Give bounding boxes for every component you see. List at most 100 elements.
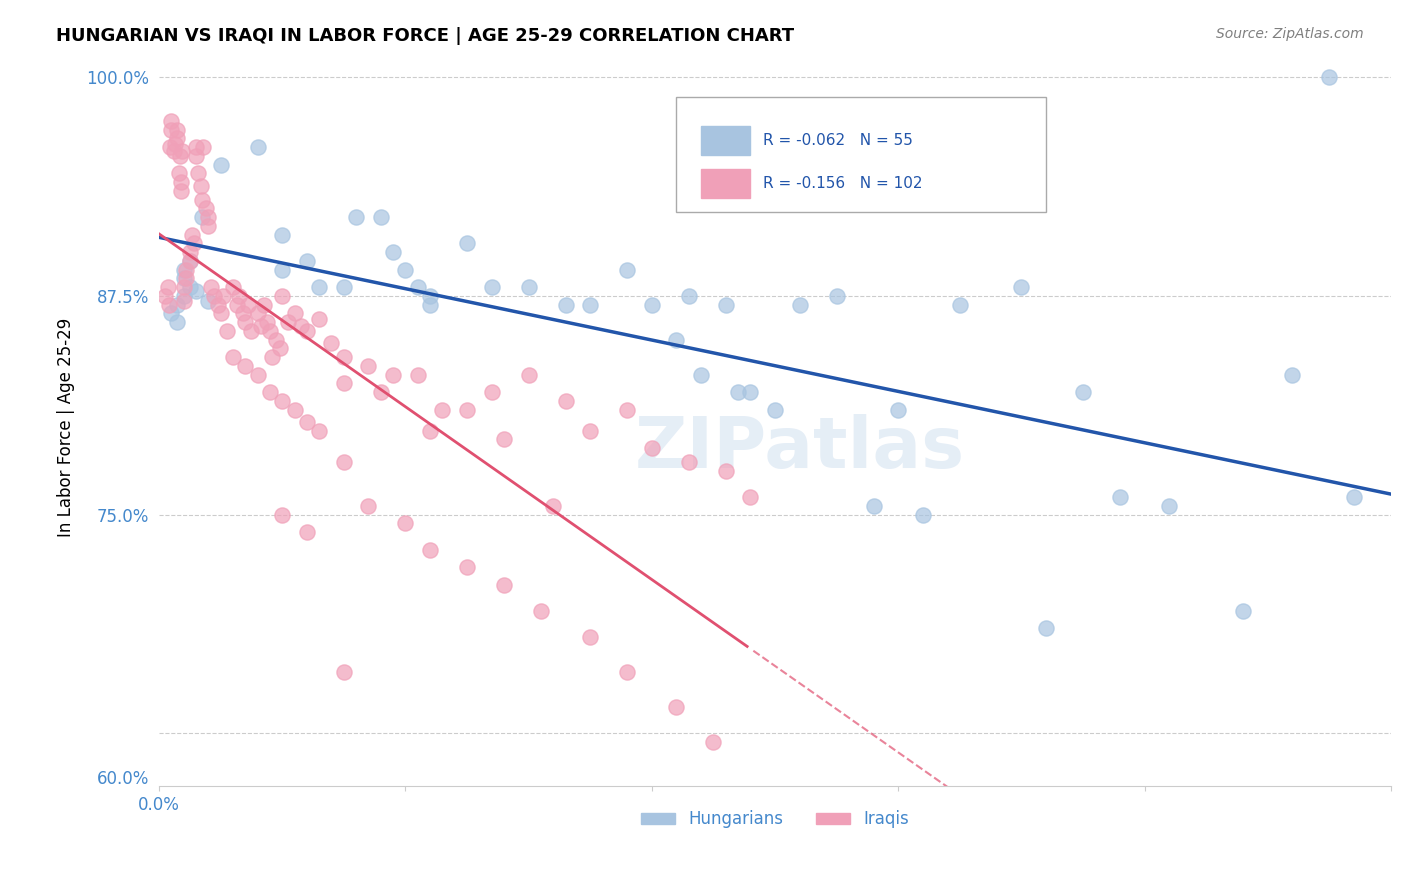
Point [665,700,688,714]
Point [184,284,207,298]
Point [406,280,429,294]
Point [763,402,786,417]
Point [456,560,478,574]
Point [530,604,553,618]
Point [690,368,713,382]
Point [277,315,299,329]
Point [173,271,195,285]
Point [1109,490,1132,504]
Point [321,336,343,351]
Point [554,393,576,408]
Point [179,254,201,268]
Point [333,280,356,294]
Point [456,402,478,417]
Point [1281,368,1303,382]
Point [714,464,737,478]
Point [492,433,515,447]
Point [295,525,318,540]
Point [173,280,195,294]
Point [156,280,179,294]
Point [1232,604,1254,618]
Point [259,324,281,338]
Point [209,158,232,172]
Point [357,499,380,513]
Point [225,298,247,312]
Point [616,402,638,417]
Point [246,368,269,382]
Point [702,735,724,749]
Point [153,289,176,303]
Point [714,298,737,312]
Point [481,280,503,294]
Point [1159,499,1181,513]
Point [419,289,441,303]
Point [419,424,441,438]
Point [271,508,294,522]
Point [264,333,287,347]
Point [173,294,195,309]
Point [825,289,848,303]
Point [174,271,197,285]
Point [308,311,330,326]
Point [295,415,318,429]
Point [887,402,910,417]
Point [173,289,195,303]
Point [246,306,269,320]
Point [419,542,441,557]
Point [357,359,380,373]
Point [174,262,197,277]
Point [228,289,250,303]
Bar [702,126,751,154]
Point [432,402,454,417]
Point [406,368,429,382]
Point [271,262,294,277]
Point [308,424,330,438]
Point [187,166,209,180]
Point [166,315,188,329]
Point [911,508,934,522]
Point [193,140,215,154]
Point [191,193,214,207]
Point [665,333,688,347]
Point [344,211,367,225]
Y-axis label: In Labor Force | Age 25-29: In Labor Force | Age 25-29 [58,318,75,537]
Point [1368,788,1391,802]
Point [262,350,284,364]
Point [419,298,441,312]
Point [517,280,540,294]
Point [212,289,235,303]
Point [197,211,219,225]
Point [333,455,356,469]
Point [194,202,217,216]
Point [200,280,222,294]
Point [170,175,193,189]
Point [159,140,181,154]
Point [209,306,232,320]
Point [160,306,183,320]
Point [259,385,281,400]
Point [160,122,183,136]
Point [678,289,700,303]
Point [271,227,294,242]
Point [370,385,392,400]
Text: R = -0.156   N = 102: R = -0.156 N = 102 [762,176,922,191]
Point [166,298,188,312]
Point [197,219,219,233]
Point [240,324,263,338]
Point [160,114,183,128]
Point [616,665,638,679]
Point [333,665,356,679]
Point [197,294,219,309]
Point [481,385,503,400]
Point [949,298,972,312]
Point [295,254,318,268]
Point [166,122,188,136]
Point [166,131,188,145]
Point [232,306,254,320]
Point [183,236,205,251]
Bar [702,169,751,198]
Point [1035,621,1057,635]
Point [253,298,276,312]
Text: HUNGARIAN VS IRAQI IN LABOR FORCE | AGE 25-29 CORRELATION CHART: HUNGARIAN VS IRAQI IN LABOR FORCE | AGE … [56,27,794,45]
Point [233,359,256,373]
